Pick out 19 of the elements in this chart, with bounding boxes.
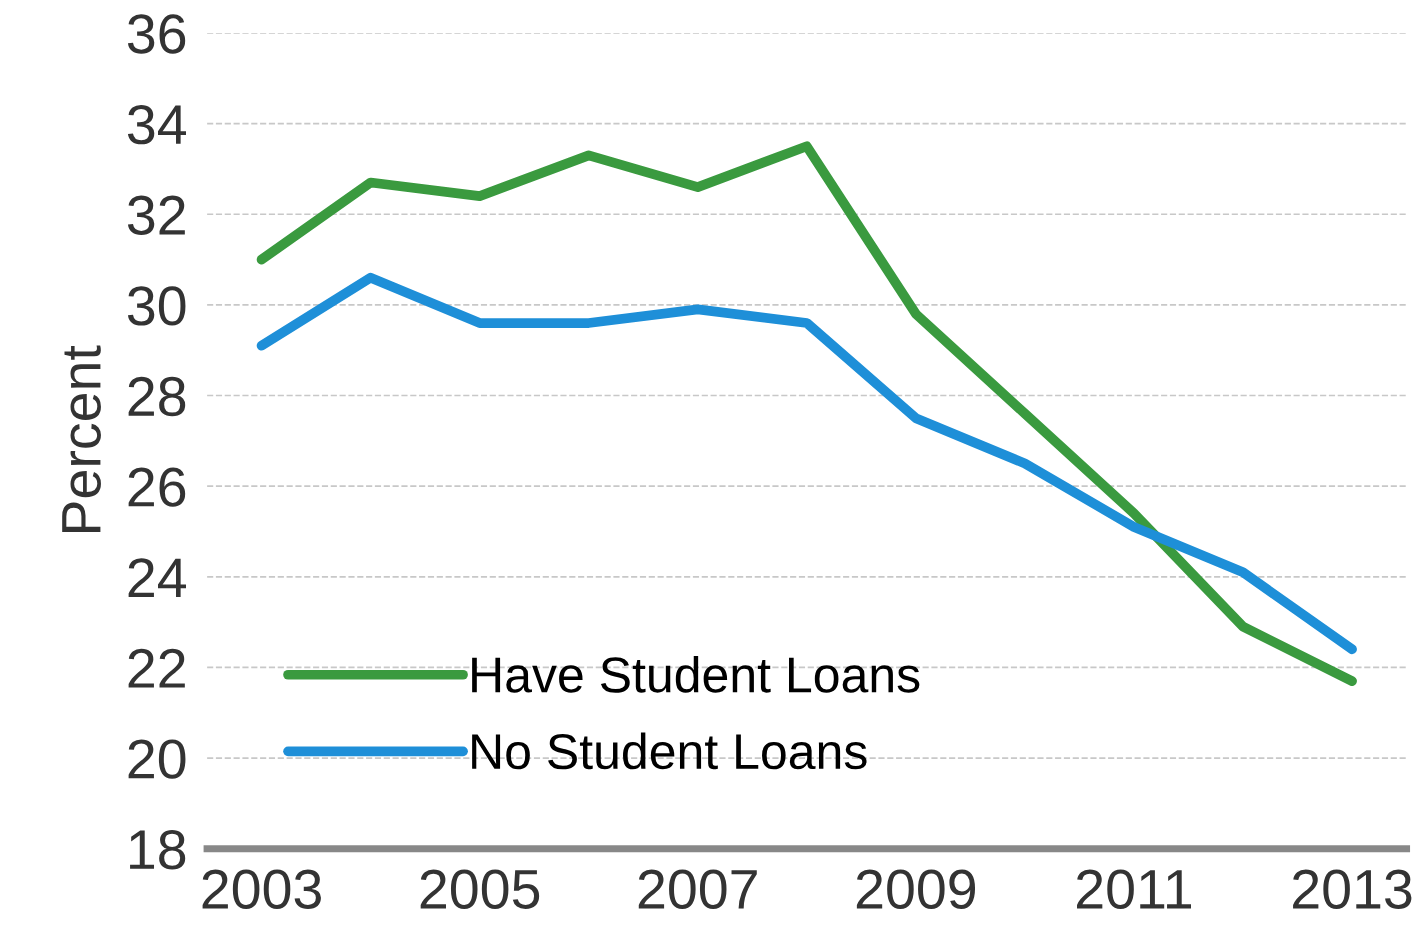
y-tick-label: 28 xyxy=(128,376,186,417)
legend-label: No Student Loans xyxy=(472,732,867,770)
y-tick-label: 24 xyxy=(128,558,186,597)
x-tick-label: 2005 xyxy=(420,869,540,909)
x-tick-label: 2003 xyxy=(202,869,321,909)
y-tick-label: 22 xyxy=(128,648,185,688)
y-tick-label: 20 xyxy=(128,739,186,779)
x-tick-label: 2009 xyxy=(856,869,976,909)
y-tick-label: 18 xyxy=(130,830,186,870)
x-tick-label: 2007 xyxy=(638,869,757,909)
y-tick-label: 26 xyxy=(128,467,186,507)
y-tick-label: 34 xyxy=(127,104,186,145)
y-axis-title: Percent xyxy=(62,345,101,533)
y-tick-label: 36 xyxy=(127,14,186,54)
x-tick-label: 2013 xyxy=(1293,869,1412,909)
y-tick-label: 32 xyxy=(127,195,185,235)
legend-label: Have Student Loans xyxy=(472,656,920,693)
x-tick-label: 2011 xyxy=(1077,869,1191,909)
y-tick-label: 30 xyxy=(127,286,186,326)
